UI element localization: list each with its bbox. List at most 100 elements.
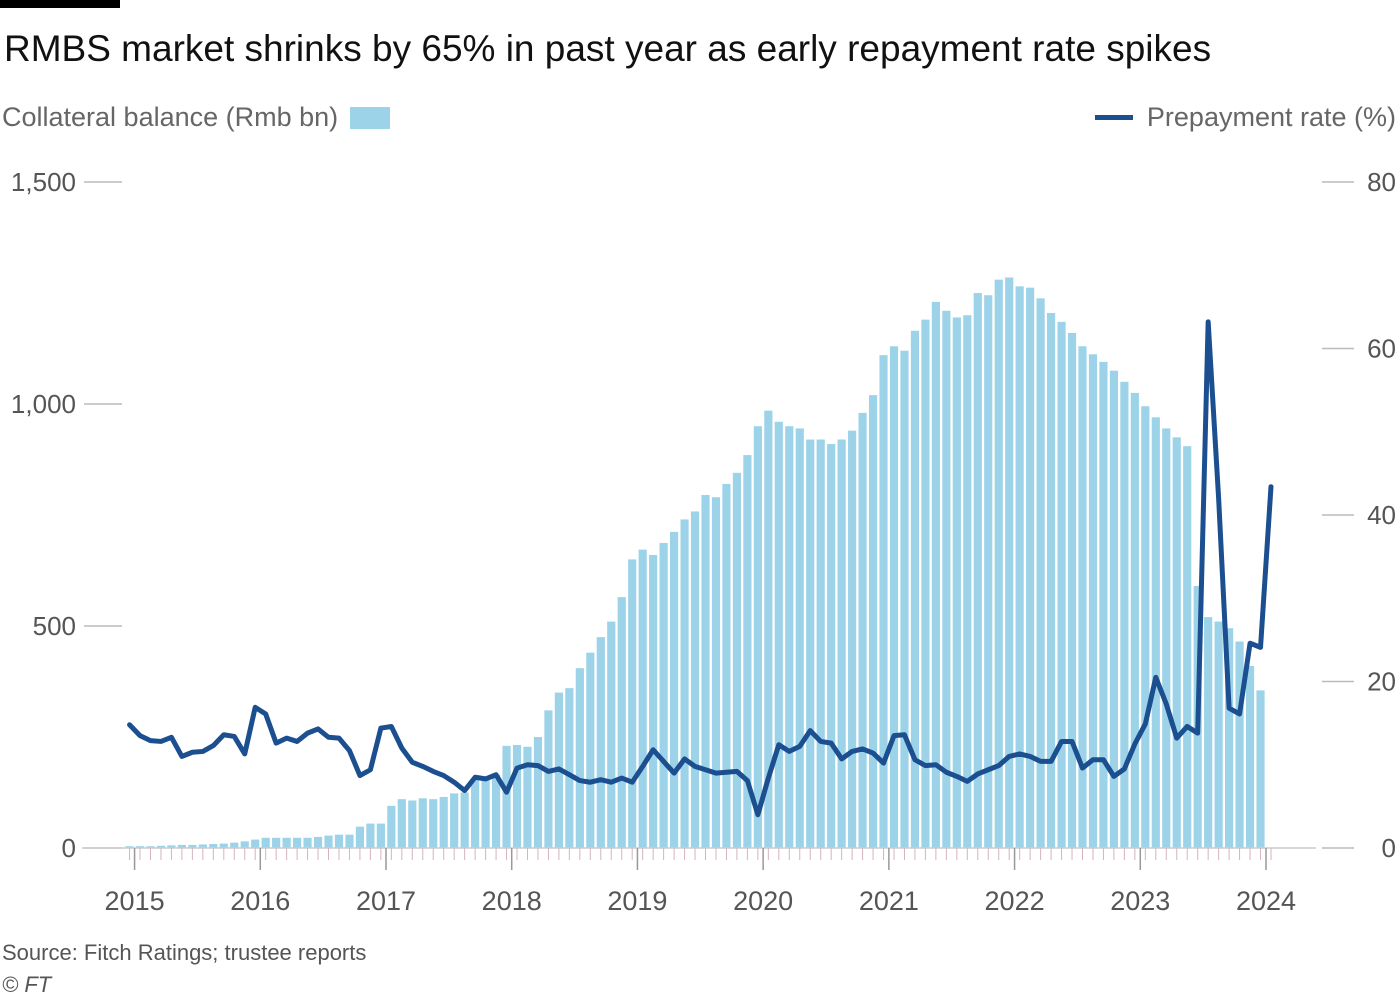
- collateral-bar: [617, 597, 626, 848]
- collateral-bar: [868, 395, 878, 848]
- collateral-bar: [649, 554, 658, 848]
- left-axis-tick-label: 1,000: [11, 389, 76, 419]
- top-rule: [0, 0, 120, 8]
- collateral-bar: [418, 798, 427, 848]
- right-axis-tick-label: 40: [1367, 500, 1396, 530]
- collateral-bar: [848, 430, 857, 848]
- collateral-bar: [408, 800, 417, 848]
- collateral-bar: [837, 439, 846, 848]
- collateral-bar: [1099, 361, 1108, 848]
- collateral-bar: [272, 837, 281, 848]
- collateral-bar: [282, 837, 291, 848]
- legend-left: Collateral balance (Rmb bn): [2, 102, 391, 133]
- legend-line-swatch: [1094, 115, 1133, 120]
- collateral-bar: [921, 319, 930, 848]
- collateral-bar: [722, 483, 731, 848]
- collateral-bar: [858, 412, 867, 848]
- collateral-bar: [366, 823, 375, 848]
- right-axis-tick-label: 80: [1367, 167, 1396, 197]
- collateral-bar: [994, 279, 1003, 848]
- collateral-bar: [429, 799, 438, 848]
- collateral-bar: [1245, 665, 1255, 848]
- collateral-bar: [303, 837, 312, 848]
- collateral-bar: [973, 293, 982, 848]
- collateral-bar: [491, 774, 501, 848]
- x-axis-year-label: 2021: [859, 886, 919, 916]
- collateral-bar: [931, 301, 940, 848]
- collateral-bar: [1183, 446, 1192, 848]
- collateral-bar: [188, 844, 197, 848]
- collateral-bar: [1172, 437, 1181, 848]
- collateral-bar: [680, 519, 689, 848]
- collateral-bar: [502, 745, 511, 848]
- collateral-bar: [460, 792, 469, 848]
- collateral-bar: [743, 455, 752, 848]
- source-note: Source: Fitch Ratings; trustee reports: [2, 940, 367, 965]
- right-axis-tick-label: 20: [1367, 667, 1396, 697]
- collateral-bar: [690, 511, 700, 848]
- x-axis-year-label: 2015: [105, 886, 165, 916]
- collateral-bar: [1046, 312, 1056, 849]
- legend-right: Prepayment rate (%): [1094, 102, 1396, 133]
- collateral-bar: [471, 779, 480, 848]
- collateral-bar: [334, 834, 344, 848]
- collateral-bar: [774, 421, 783, 848]
- x-axis-year-label: 2023: [1110, 886, 1170, 916]
- legend-right-label: Prepayment rate (%): [1146, 102, 1396, 132]
- collateral-bar: [753, 426, 762, 848]
- collateral-bar: [177, 844, 186, 848]
- collateral-bar: [355, 826, 365, 848]
- collateral-bar: [1256, 690, 1265, 848]
- collateral-bar: [240, 841, 249, 848]
- collateral-bar: [942, 310, 951, 848]
- collateral-bar: [628, 559, 637, 848]
- collateral-bar: [125, 846, 134, 848]
- x-axis-year-label: 2024: [1236, 886, 1296, 916]
- collateral-bar: [1235, 641, 1244, 848]
- chart-title: RMBS market shrinks by 65% in past year …: [4, 28, 1212, 69]
- collateral-bar: [1026, 287, 1035, 848]
- collateral-bar: [1162, 428, 1171, 848]
- collateral-bar: [135, 846, 145, 848]
- collateral-bar: [146, 846, 155, 848]
- collateral-bar: [670, 531, 679, 848]
- prepayment-rate-line: [127, 319, 1274, 818]
- collateral-bar: [900, 350, 909, 848]
- collateral-bar: [293, 837, 302, 848]
- collateral-bar: [785, 426, 794, 848]
- collateral-bar: [575, 668, 584, 848]
- collateral-bar: [827, 443, 836, 848]
- collateral-bar: [156, 845, 166, 848]
- collateral-bar: [586, 652, 595, 848]
- x-axis-year-label: 2022: [985, 886, 1045, 916]
- collateral-bar: [1130, 392, 1139, 848]
- collateral-bar: [1005, 277, 1014, 849]
- x-axis-year-label: 2020: [733, 886, 793, 916]
- collateral-bar: [1078, 346, 1087, 848]
- collateral-bar: [450, 793, 459, 848]
- collateral-bar: [1204, 617, 1213, 848]
- collateral-bar: [816, 439, 825, 848]
- collateral-bar: [1067, 332, 1077, 849]
- collateral-bar: [387, 805, 396, 848]
- collateral-bar: [701, 495, 710, 848]
- collateral-bar: [523, 746, 532, 848]
- collateral-bar: [167, 845, 176, 848]
- collateral-bar: [1057, 321, 1066, 848]
- collateral-bar: [376, 823, 385, 848]
- collateral-bar: [313, 836, 323, 848]
- collateral-bar: [1141, 406, 1150, 848]
- collateral-bar: [565, 688, 574, 848]
- left-axis-tick-label: 1,500: [11, 167, 76, 197]
- legend-left-label: Collateral balance (Rmb bn): [2, 102, 339, 132]
- left-axis-tick-label: 500: [33, 611, 76, 641]
- collateral-bar: [533, 737, 543, 848]
- x-axis-year-label: 2016: [230, 886, 290, 916]
- collateral-bar: [345, 834, 354, 848]
- collateral-bar: [963, 315, 972, 848]
- collateral-bar: [219, 843, 228, 848]
- collateral-bar: [910, 330, 920, 848]
- collateral-bar: [638, 549, 647, 848]
- collateral-bar: [1151, 417, 1160, 848]
